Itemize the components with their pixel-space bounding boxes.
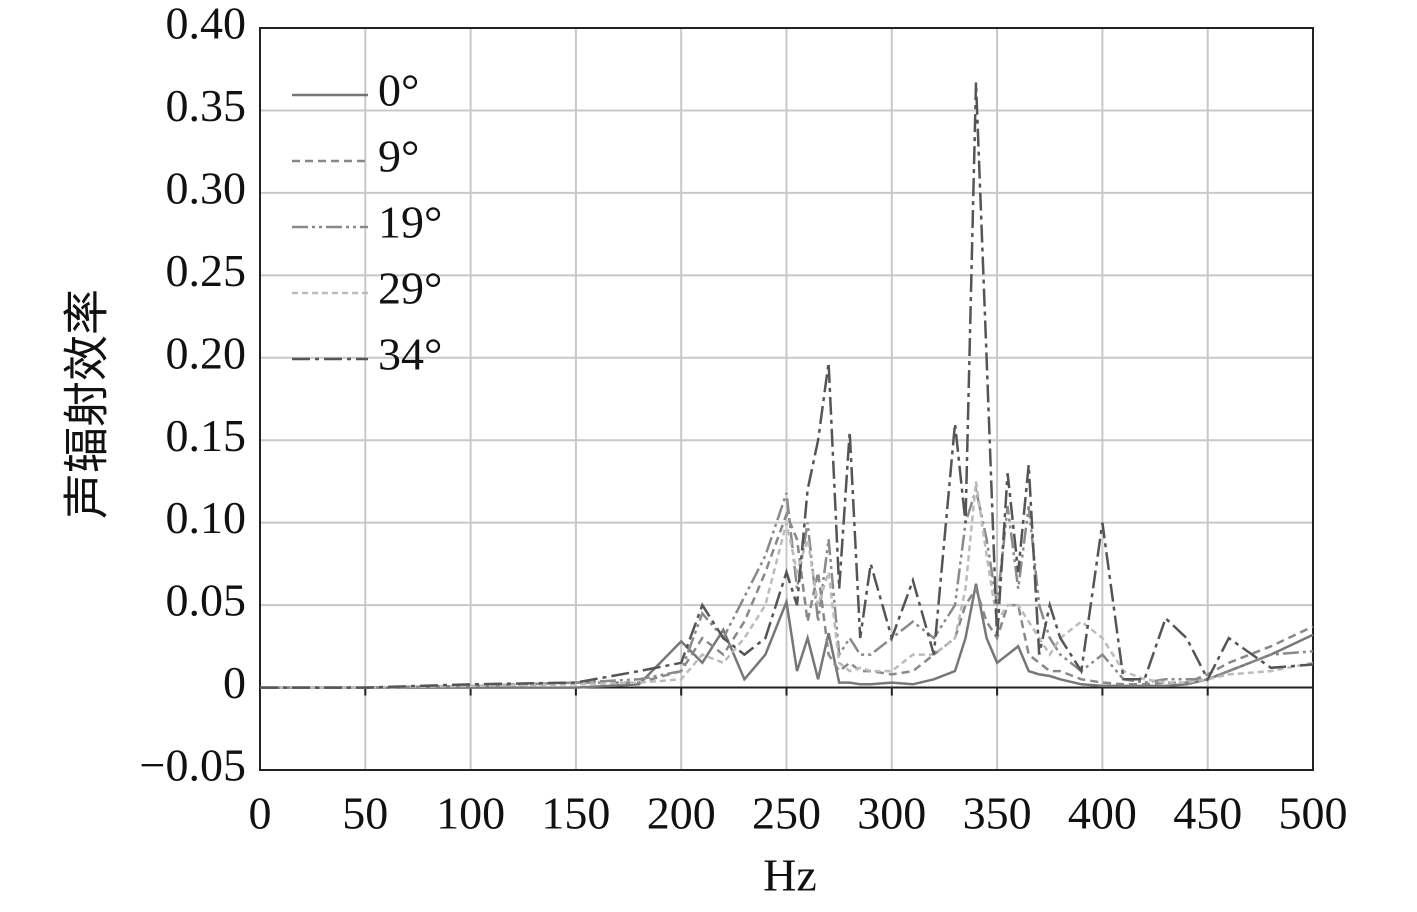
x-tick-label: 50 [342, 788, 388, 839]
y-tick-label: 0.05 [166, 575, 247, 626]
y-tick-label: 0.40 [166, 0, 247, 49]
x-tick-label: 300 [857, 788, 926, 839]
y-tick-label: 0.30 [166, 162, 247, 213]
series-line [260, 583, 1314, 689]
x-tick-label: 400 [1068, 788, 1137, 839]
y-tick-label: 0.15 [166, 410, 247, 461]
x-tick-label: 350 [963, 788, 1032, 839]
y-tick-label: 0.35 [166, 80, 247, 131]
y-tick-label: 0.20 [166, 327, 247, 378]
x-tick-label: 200 [647, 788, 716, 839]
x-tick-label: 500 [1279, 788, 1348, 839]
legend-label: 9° [378, 131, 419, 182]
plot-frame [259, 27, 1314, 771]
y-axis-label: 声辐射效率 [62, 289, 113, 519]
legend-label: 29° [378, 263, 442, 314]
x-axis-label: Hz [763, 850, 817, 901]
y-tick-label: −0.05 [140, 740, 246, 791]
y-tick-label: 0.10 [166, 492, 247, 543]
x-tick-label: 250 [752, 788, 821, 839]
x-tick-label: 450 [1173, 788, 1242, 839]
legend-label: 19° [378, 197, 442, 248]
x-tick-label: 0 [249, 788, 272, 839]
series-line [260, 510, 1314, 689]
legend-label: 34° [378, 329, 442, 380]
x-tick-label: 100 [436, 788, 505, 839]
y-tick-label: 0 [223, 657, 246, 708]
legend-label: 0° [378, 65, 419, 116]
x-tick-label: 150 [541, 788, 610, 839]
y-tick-label: 0.25 [166, 245, 247, 296]
series-line [260, 82, 1314, 689]
